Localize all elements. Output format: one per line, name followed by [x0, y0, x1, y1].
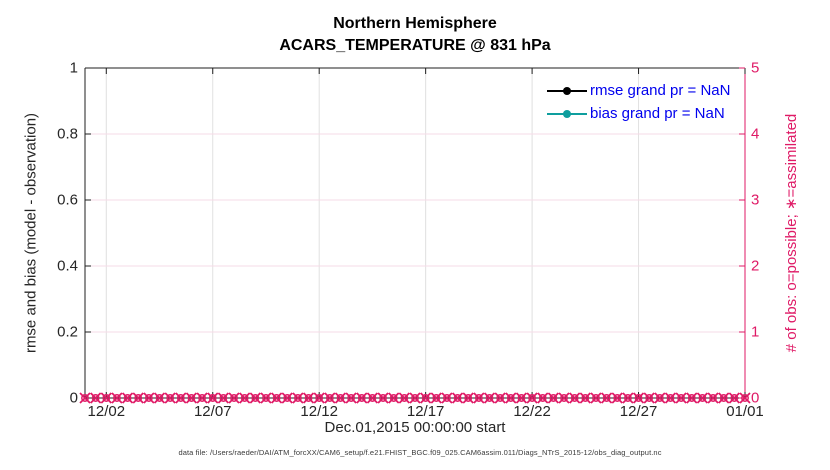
left-y-tick-label: 0.4 [57, 257, 78, 275]
legend-label-bias: bias grand pr = NaN [590, 105, 725, 122]
legend-label-rmse: rmse grand pr = NaN [590, 82, 731, 99]
legend-item-rmse: rmse grand pr = NaN [547, 79, 730, 102]
x-tick-label: 12/22 [513, 403, 551, 420]
bias-marker-icon [563, 109, 571, 118]
legend: rmse grand pr = NaN bias grand pr = NaN [547, 79, 730, 125]
left-y-tick-label: 0.2 [57, 323, 78, 341]
left-y-tick-label: 0.8 [57, 125, 78, 143]
right-y-tick-label: 5 [751, 59, 760, 77]
legend-item-bias: bias grand pr = NaN [547, 102, 730, 125]
rmse-marker-icon [563, 86, 571, 95]
x-tick-label: 12/07 [193, 403, 232, 420]
left-y-tick-label: 1 [69, 59, 78, 77]
x-tick-label: 12/02 [87, 403, 126, 420]
left-y-tick-label: 0 [69, 389, 78, 407]
data-file-path: data file: /Users/raeder/DAI/ATM_forcXX/… [178, 448, 662, 457]
right-y-tick-label: 4 [751, 125, 760, 143]
x-tick-label: 12/17 [406, 403, 445, 420]
right-y-tick-label: 2 [751, 257, 760, 275]
rmse-line-sample [547, 86, 587, 95]
x-tick-label: 01/01 [726, 403, 764, 420]
bias-line-sample [547, 109, 587, 118]
plot-title-line2: ACARS_TEMPERATURE @ 831 hPa [279, 37, 551, 54]
right-y-tick-label: 3 [751, 191, 760, 209]
right-y-tick-label: 1 [751, 323, 760, 341]
right-y-tick-label: 0 [751, 389, 760, 407]
x-axis-label: Dec.01,2015 00:00:00 start [324, 419, 506, 436]
x-tick-label: 12/27 [619, 403, 658, 420]
left-y-tick-label: 0.6 [57, 191, 78, 209]
x-tick-label: 12/12 [300, 403, 338, 420]
plot-title-line1: Northern Hemisphere [333, 15, 497, 32]
